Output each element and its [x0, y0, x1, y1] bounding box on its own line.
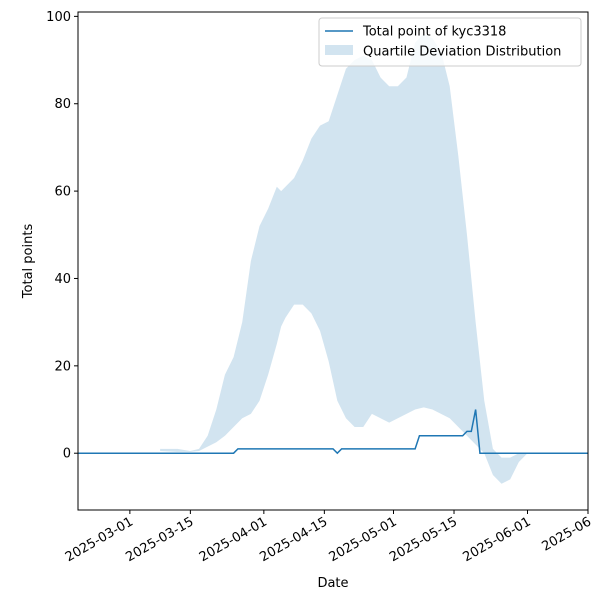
x-tick-label: 2025-05-15	[387, 514, 460, 565]
x-tick-label: 2025-05-01	[327, 514, 400, 565]
legend: Total point of kyc3318 Quartile Deviatio…	[318, 17, 582, 67]
band-layer	[160, 33, 528, 484]
y-tick-label: 20	[54, 359, 71, 374]
legend-swatch-band	[325, 45, 353, 55]
y-tick-label: 100	[46, 10, 71, 25]
x-tick-label: 2025-03-15	[123, 514, 196, 565]
y-tick-label: 0	[63, 447, 71, 462]
x-tick-label: 2025-04-01	[197, 514, 270, 565]
legend-entry-line: Total point of kyc3318	[362, 25, 506, 40]
y-axis-label: Total points	[21, 224, 36, 300]
x-tick-label: 2025-04-15	[257, 514, 330, 565]
y-tick-label: 60	[54, 185, 71, 200]
legend-box	[318, 17, 582, 67]
x-tick-label: 2025-03-01	[63, 514, 136, 565]
x-tick-label: 2025-06-01	[461, 514, 534, 565]
x-tick-label: 2025-06	[539, 514, 594, 554]
y-tick-label: 80	[54, 97, 71, 112]
y-tick-label: 40	[54, 272, 71, 287]
plot-frame	[77, 11, 589, 511]
y-axis: 0 20 40 60 80 100	[46, 10, 78, 462]
series-band-quartile-deviation	[160, 33, 528, 484]
x-axis-label: Date	[317, 576, 348, 591]
line-layer	[78, 409, 588, 455]
legend-entry-band: Quartile Deviation Distribution	[363, 45, 561, 60]
series-line-total-points	[78, 409, 588, 455]
